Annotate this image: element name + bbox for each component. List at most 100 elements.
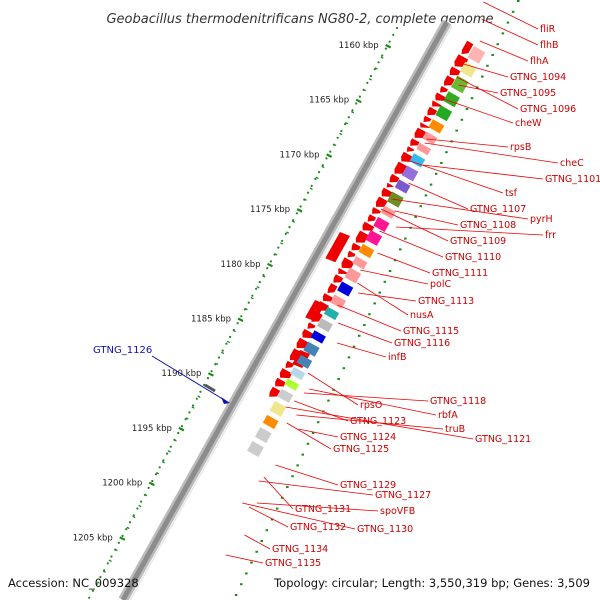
scale-minor-tick bbox=[256, 286, 260, 289]
green-dot bbox=[481, 75, 484, 78]
scale-minor-tick bbox=[102, 570, 106, 573]
cds-arrow bbox=[372, 207, 381, 214]
scale-dot bbox=[158, 466, 161, 469]
scale-dot bbox=[325, 157, 328, 160]
scale-dot bbox=[140, 500, 143, 503]
scale-dot bbox=[284, 232, 287, 235]
scale-dot bbox=[125, 528, 128, 531]
cog-segment bbox=[277, 388, 294, 403]
cog-segment bbox=[352, 256, 368, 270]
label-line bbox=[244, 534, 271, 550]
cds-arrow bbox=[440, 86, 448, 93]
green-dot bbox=[347, 356, 351, 359]
gene-label: GTNG_1108 bbox=[460, 220, 516, 231]
label-line bbox=[248, 506, 289, 528]
scale-tick bbox=[267, 262, 273, 268]
label-line bbox=[360, 269, 429, 285]
gene-label: polC bbox=[430, 279, 451, 290]
cog-segment bbox=[358, 243, 375, 259]
scale-minor-tick bbox=[309, 187, 313, 190]
scale-tick bbox=[355, 98, 362, 104]
cds-arrow bbox=[341, 257, 355, 269]
cds-arrow bbox=[296, 337, 309, 349]
scale-label: 1185 kbp bbox=[191, 315, 231, 325]
cds-arrow bbox=[375, 196, 388, 207]
cds-track bbox=[269, 40, 474, 397]
gene-label: rpsB bbox=[510, 142, 531, 153]
scale-dot bbox=[95, 582, 98, 586]
scale-dot bbox=[106, 562, 109, 565]
gene-label: GTNG_1123 bbox=[350, 416, 406, 427]
green-dot bbox=[511, 10, 515, 13]
scale-minor-tick bbox=[286, 231, 290, 234]
cog-segment bbox=[296, 354, 313, 369]
label-line bbox=[285, 406, 474, 440]
green-dot bbox=[240, 583, 243, 586]
gene-label: infB bbox=[388, 352, 407, 363]
scale-label: 1160 kbp bbox=[339, 41, 379, 51]
scale-dot bbox=[195, 397, 198, 400]
cog-segment bbox=[451, 75, 469, 94]
label-line bbox=[479, 40, 529, 62]
cds-arrow bbox=[367, 214, 377, 222]
gene-label: GTNG_1096 bbox=[520, 104, 576, 115]
cds-arrow bbox=[302, 328, 315, 339]
cog-segment bbox=[373, 216, 390, 232]
green-dot bbox=[414, 216, 417, 218]
scale-dot bbox=[251, 294, 254, 297]
cds-arrow bbox=[432, 100, 442, 107]
label-line bbox=[481, 18, 539, 46]
label-line bbox=[456, 76, 519, 110]
scale-dot bbox=[395, 26, 399, 30]
accession-text: Accession: NC_009328 bbox=[8, 576, 139, 590]
green-dot bbox=[265, 529, 269, 532]
cog-segment bbox=[254, 427, 272, 443]
gene-label: fliR bbox=[540, 24, 556, 35]
scale-minor-tick bbox=[226, 340, 230, 344]
gene-label: GTNG_1116 bbox=[394, 338, 450, 349]
scale-dot bbox=[269, 260, 272, 263]
scale-dot bbox=[91, 589, 94, 592]
cds-arrow bbox=[420, 122, 431, 128]
scale-minor-tick bbox=[274, 253, 278, 256]
scale-dot bbox=[206, 377, 209, 380]
green-dot bbox=[388, 270, 392, 272]
scale-minor-tick bbox=[138, 504, 142, 508]
label-line bbox=[379, 230, 444, 258]
gene-label: GTNG_1115 bbox=[403, 326, 459, 337]
scale-minor-tick bbox=[114, 548, 118, 552]
scale-minor-tick bbox=[380, 56, 384, 59]
cds-arrow bbox=[461, 40, 474, 55]
green-dot bbox=[250, 561, 253, 564]
cds-arrow bbox=[338, 268, 348, 274]
green-dot bbox=[383, 280, 387, 283]
label-line bbox=[286, 422, 332, 450]
scale-minor-tick bbox=[96, 581, 100, 584]
scale-tick bbox=[119, 536, 126, 541]
green-dot bbox=[393, 259, 397, 262]
label-line bbox=[225, 554, 264, 564]
label-line bbox=[336, 342, 387, 358]
scale-tick bbox=[237, 317, 244, 322]
gene-label: pyrH bbox=[530, 214, 553, 225]
left-gene-labels: GTNG_1126 bbox=[93, 345, 230, 404]
cds-block bbox=[325, 232, 350, 263]
green-dot bbox=[501, 32, 505, 35]
green-dot bbox=[286, 486, 289, 488]
cds-arrow bbox=[410, 138, 420, 146]
scale-label: 1170 kbp bbox=[280, 150, 320, 160]
left-gene-label: GTNG_1126 bbox=[93, 345, 152, 356]
label-line bbox=[408, 182, 469, 210]
scale-dot bbox=[217, 356, 221, 359]
scale-dot bbox=[147, 486, 150, 489]
gene-label: GTNG_1135 bbox=[265, 558, 321, 569]
label-line bbox=[377, 252, 431, 274]
gene-label: GTNG_1094 bbox=[510, 72, 566, 83]
green-dot bbox=[260, 540, 263, 542]
scale-dot bbox=[121, 534, 124, 538]
gene-label: GTNG_1109 bbox=[450, 236, 506, 247]
scale-dot bbox=[225, 342, 228, 345]
cds-arrow bbox=[307, 322, 316, 329]
scale-minor-tick bbox=[315, 176, 319, 180]
label-line bbox=[263, 476, 294, 510]
